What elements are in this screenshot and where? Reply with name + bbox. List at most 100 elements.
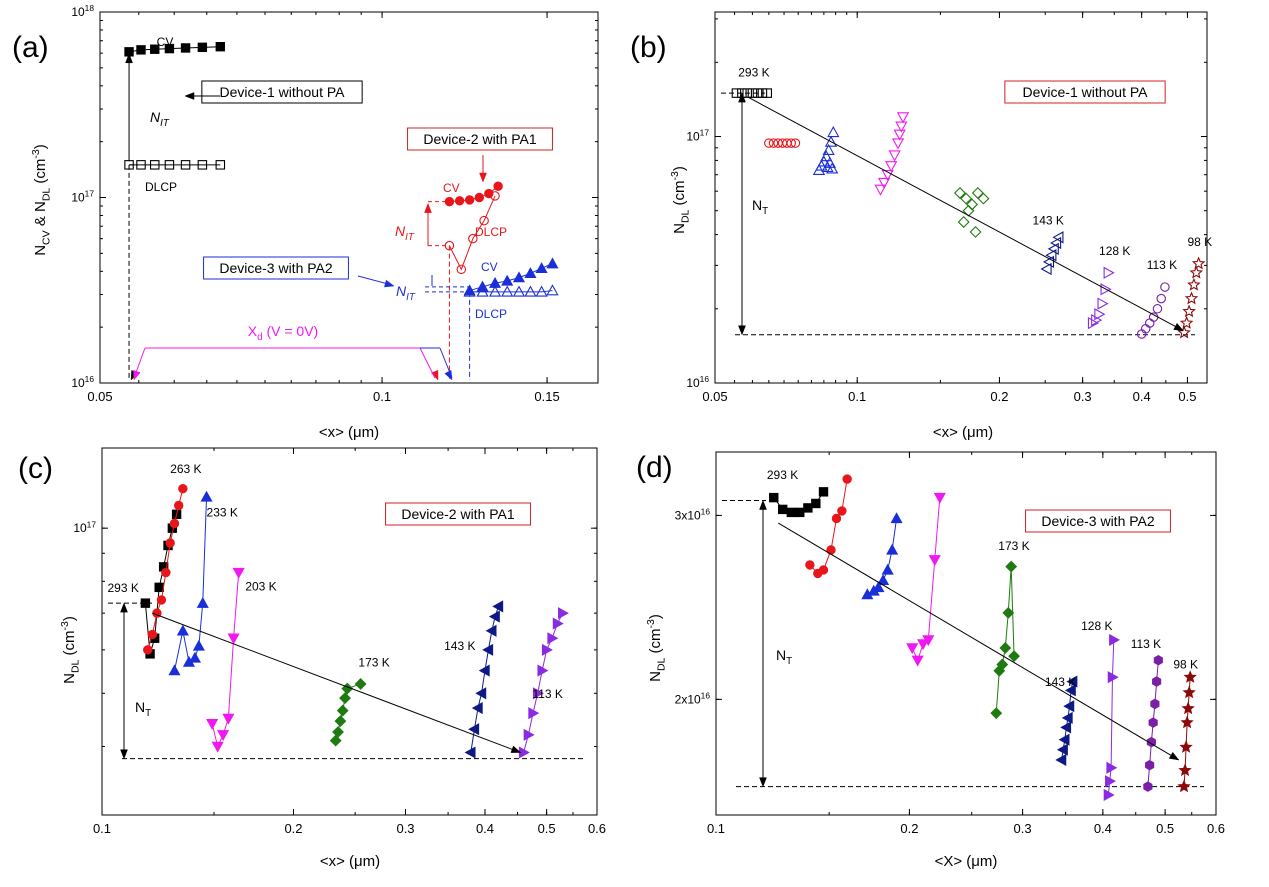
x-tick-label: 0.6 [1207, 821, 1225, 836]
device-box-box [1025, 509, 1171, 533]
data-point [922, 635, 935, 647]
data-point [1148, 312, 1159, 322]
data-point [546, 257, 559, 269]
data-point [197, 160, 208, 170]
series-dlcp [124, 160, 226, 170]
temperature-label: 233 K [207, 506, 238, 520]
x-tick-label: 0.2 [990, 389, 1008, 404]
data-point [1179, 740, 1193, 753]
x-tick-label: 0.4 [1094, 821, 1112, 836]
data-point [1064, 684, 1076, 697]
data-point [742, 88, 752, 98]
data-point [996, 658, 1009, 671]
nit-red-arrowhead [424, 202, 432, 213]
data-point [524, 267, 537, 279]
nt-arrowhead-bottom [120, 749, 128, 760]
data-point [1156, 293, 1166, 304]
data-point [1150, 698, 1160, 710]
data-point [454, 196, 465, 206]
series-173-k [329, 678, 367, 747]
data-point [476, 285, 489, 297]
data-point [1191, 256, 1206, 270]
trend-arrowhead [1168, 751, 1180, 761]
data-point [501, 274, 514, 286]
device1-text: Device-1 without PA [219, 84, 345, 100]
x-tick-label: 0.05 [87, 389, 112, 404]
y-tick-label: 1017 [71, 189, 94, 205]
data-point [156, 595, 167, 605]
x-tick-label: 0.05 [702, 389, 727, 404]
data-point [1100, 283, 1112, 296]
y-tick-label: 1016 [71, 374, 94, 390]
data-point [528, 707, 540, 720]
data-point [1152, 304, 1163, 314]
nt-arrowhead-bottom [759, 777, 767, 788]
trend-arrowhead [510, 745, 522, 753]
data-point [192, 639, 205, 651]
device1-arrowhead [184, 92, 195, 100]
x-tick-label: 0.5 [538, 821, 556, 836]
data-point [826, 162, 839, 174]
data-point [1152, 676, 1162, 687]
data-point [468, 723, 480, 736]
nt-label: NT [776, 647, 792, 667]
data-point [1091, 313, 1103, 327]
data-point [928, 555, 941, 567]
temperature-label: 143 K [1033, 213, 1064, 227]
device-box-box [385, 502, 531, 526]
series-98-k [1177, 256, 1206, 339]
data-point [820, 150, 833, 162]
x-axis-title: <X> (μm) [935, 853, 998, 870]
data-point [1184, 291, 1199, 305]
data-point [896, 112, 910, 124]
data-point [874, 184, 887, 196]
temperature-label: 263 K [170, 462, 201, 476]
series-green [953, 187, 990, 238]
data-point [818, 487, 829, 497]
x-axis-title: <x> (μm) [933, 424, 993, 441]
data-point [523, 728, 535, 741]
data-point [821, 160, 834, 173]
data-point [1143, 781, 1153, 792]
device1-box [201, 80, 363, 104]
data-point [1040, 262, 1052, 276]
data-point [990, 707, 1003, 720]
data-point [886, 543, 899, 555]
data-point [881, 563, 894, 575]
data-point [1055, 753, 1067, 766]
data-point [1182, 304, 1196, 318]
data-point [895, 121, 908, 133]
data-point [173, 500, 184, 511]
temperature-label: 173 K [358, 655, 389, 669]
series-113-k [1136, 282, 1170, 339]
xd-arrowhead-left [133, 370, 141, 381]
data-point [827, 125, 840, 138]
data-point [1066, 675, 1078, 688]
data-point [136, 160, 146, 170]
data-point [1005, 560, 1018, 573]
data-point [227, 633, 240, 645]
data-point [1107, 671, 1119, 684]
x-tick-label: 0.2 [284, 821, 302, 836]
series-128-k [1103, 633, 1121, 802]
data-point [1045, 249, 1057, 262]
data-point [891, 138, 905, 150]
data-point [831, 513, 842, 524]
data-point [969, 225, 982, 238]
temperature-label: 293 K [107, 581, 138, 595]
device3-arrow [357, 275, 389, 285]
series-line [448, 195, 496, 271]
temperature-label: 203 K [245, 579, 276, 593]
series-293-k [140, 509, 182, 659]
series-line [469, 290, 553, 293]
data-point [180, 43, 191, 53]
nt-arrowhead-top [738, 92, 746, 103]
x-tick-label: 0.4 [476, 821, 494, 836]
series-blue [861, 512, 903, 600]
x-tick-label: 0.5 [1178, 389, 1196, 404]
data-point [215, 42, 226, 52]
cv-red-label: CV [443, 181, 460, 195]
temperature-label: 113 K [1131, 637, 1161, 651]
cv-blue-label: CV [481, 260, 498, 274]
